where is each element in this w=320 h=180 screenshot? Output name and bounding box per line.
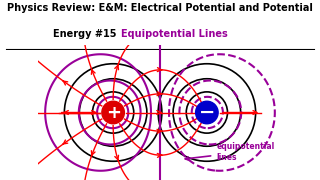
Text: −: − [199, 103, 215, 122]
Text: +: + [106, 103, 121, 122]
Text: Equipotential Lines: Equipotential Lines [121, 29, 228, 39]
Text: equipotential
lines: equipotential lines [185, 142, 275, 162]
Text: Energy #15: Energy #15 [53, 29, 120, 39]
Circle shape [102, 101, 124, 124]
Circle shape [196, 101, 218, 124]
Text: Physics Review: E&M: Electrical Potential and Potential: Physics Review: E&M: Electrical Potentia… [7, 3, 313, 13]
